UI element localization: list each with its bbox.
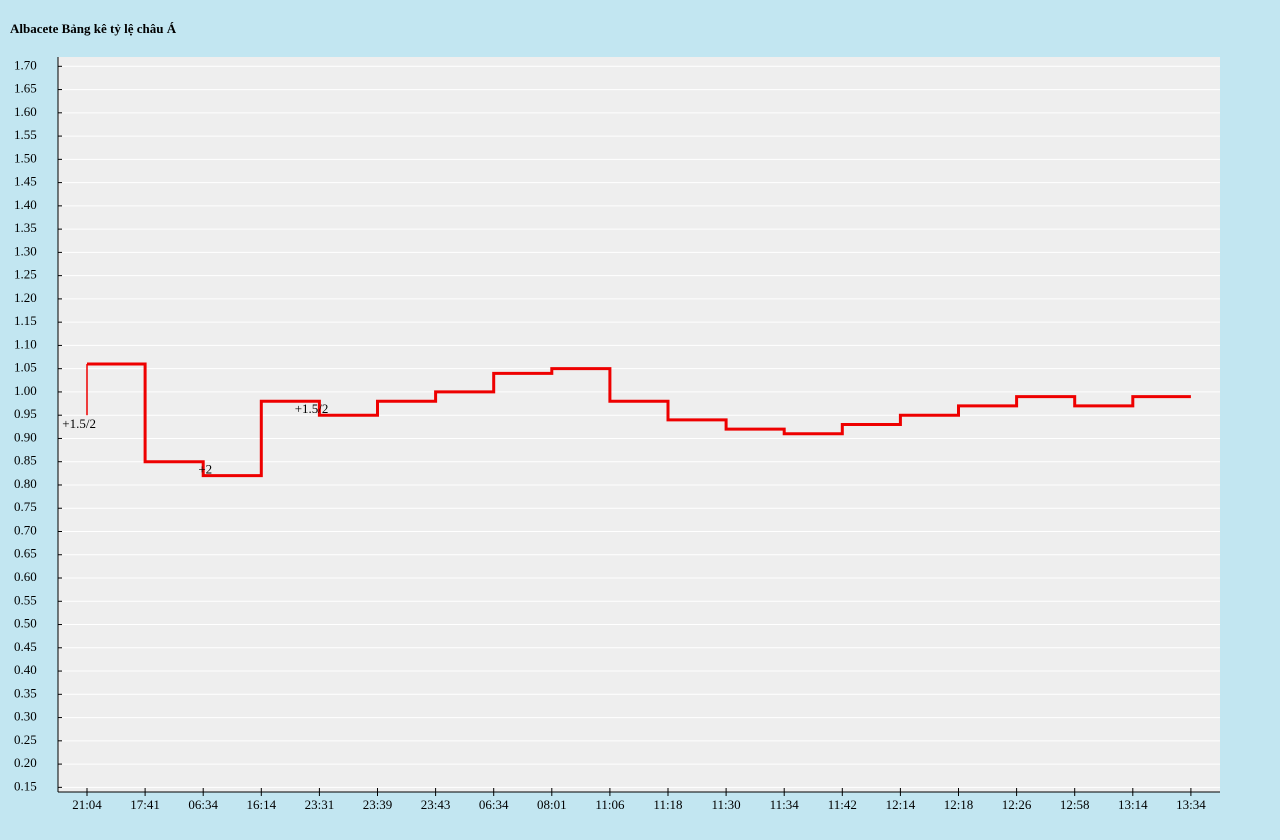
x-tick-label: 23:39 xyxy=(363,797,393,812)
x-tick-label: 11:42 xyxy=(828,797,857,812)
annotation: +2 xyxy=(198,462,212,477)
y-tick-label: 1.45 xyxy=(14,174,37,189)
y-tick-label: 0.90 xyxy=(14,429,37,444)
y-tick-label: 1.60 xyxy=(14,104,37,119)
y-tick-label: 0.55 xyxy=(14,592,37,607)
y-tick-label: 1.20 xyxy=(14,290,37,305)
y-tick-label: 0.45 xyxy=(14,639,37,654)
x-tick-label: 12:18 xyxy=(944,797,974,812)
y-tick-label: 1.70 xyxy=(14,57,37,72)
x-tick-label: 11:34 xyxy=(770,797,800,812)
x-tick-label: 06:34 xyxy=(479,797,509,812)
y-tick-label: 0.85 xyxy=(14,453,37,468)
y-tick-label: 0.35 xyxy=(14,685,37,700)
y-tick-label: 0.30 xyxy=(14,709,37,724)
y-tick-label: 1.15 xyxy=(14,313,37,328)
y-tick-label: 0.15 xyxy=(14,778,37,793)
x-tick-label: 12:14 xyxy=(886,797,916,812)
y-tick-label: 1.30 xyxy=(14,243,37,258)
x-tick-label: 11:30 xyxy=(712,797,741,812)
plot-area xyxy=(58,57,1220,792)
y-tick-label: 1.50 xyxy=(14,150,37,165)
x-tick-label: 21:04 xyxy=(72,797,102,812)
y-tick-label: 1.40 xyxy=(14,197,37,212)
step-line xyxy=(87,362,1191,478)
y-tick-label: 1.25 xyxy=(14,267,37,282)
x-tick-label: 13:14 xyxy=(1118,797,1148,812)
y-tick-label: 0.95 xyxy=(14,406,37,421)
x-tick-label: 11:18 xyxy=(653,797,682,812)
y-tick-label: 0.75 xyxy=(14,499,37,514)
y-tick-label: 1.05 xyxy=(14,360,37,375)
y-tick-label: 0.60 xyxy=(14,569,37,584)
x-tick-label: 13:34 xyxy=(1176,797,1206,812)
annotation: +1.5/2 xyxy=(62,416,96,431)
y-tick-label: 0.80 xyxy=(14,476,37,491)
y-tick-label: 1.00 xyxy=(14,383,37,398)
x-tick-label: 16:14 xyxy=(246,797,276,812)
y-tick-label: 0.65 xyxy=(14,546,37,561)
annotation: +1.5/2 xyxy=(295,401,329,416)
chart-title: Albacete Bảng kê tỷ lệ châu Á xyxy=(10,21,177,36)
x-tick-label: 08:01 xyxy=(537,797,567,812)
y-tick-label: 1.65 xyxy=(14,81,37,96)
y-tick-label: 0.50 xyxy=(14,616,37,631)
x-tick-label: 12:26 xyxy=(1002,797,1032,812)
y-tick-label: 0.40 xyxy=(14,662,37,677)
y-tick-label: 0.25 xyxy=(14,732,37,747)
x-tick-label: 23:31 xyxy=(305,797,335,812)
x-tick-label: 17:41 xyxy=(130,797,160,812)
y-tick-label: 1.35 xyxy=(14,220,37,235)
x-tick-label: 06:34 xyxy=(188,797,218,812)
x-tick-label: 23:43 xyxy=(421,797,451,812)
y-tick-label: 0.70 xyxy=(14,522,37,537)
x-tick-label: 12:58 xyxy=(1060,797,1090,812)
y-tick-label: 0.20 xyxy=(14,755,37,770)
x-tick-label: 11:06 xyxy=(595,797,625,812)
y-tick-label: 1.10 xyxy=(14,336,37,351)
y-tick-label: 1.55 xyxy=(14,127,37,142)
